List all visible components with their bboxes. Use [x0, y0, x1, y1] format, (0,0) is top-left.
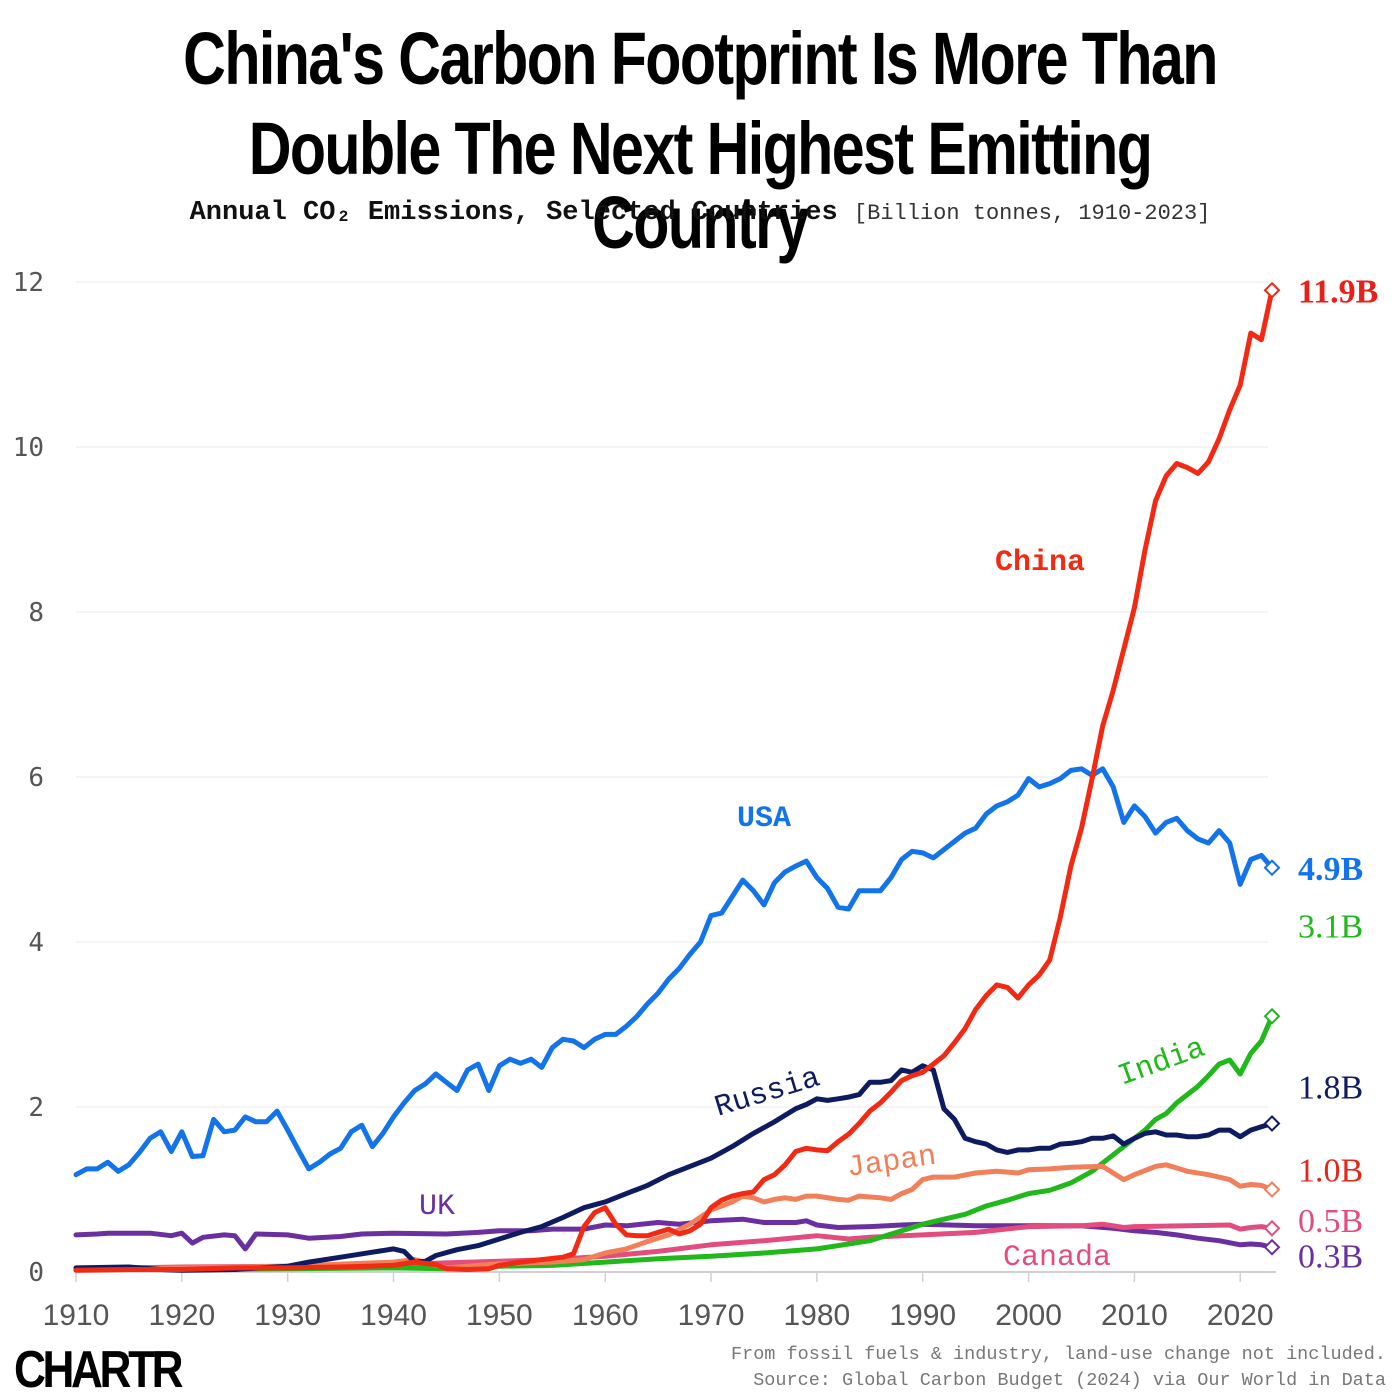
- series-label-india: India: [1114, 1032, 1210, 1095]
- footnote-scope: From fossil fuels & industry, land-use c…: [730, 1344, 1386, 1365]
- end-marker-canada: [1263, 1219, 1281, 1237]
- x-tick-label: 1910: [43, 1299, 110, 1332]
- x-tick-label: 1980: [784, 1299, 851, 1332]
- axes: 0 2 4 6 8 10 12 1910 1920 1930 1940 1950 1960 1970 198…: [13, 268, 1276, 1332]
- x-tick-label: 1970: [678, 1299, 745, 1332]
- x-tick-label: 1960: [572, 1299, 639, 1332]
- x-tick-label: 2000: [995, 1299, 1062, 1332]
- end-label-uk: 0.3B: [1298, 1239, 1363, 1276]
- x-tick-label: 1940: [360, 1299, 427, 1332]
- series-lines: [73, 287, 1275, 1273]
- footnote-source: Source: Global Carbon Budget (2024) via …: [753, 1370, 1386, 1391]
- y-tick-label: 0: [28, 1258, 44, 1288]
- subtitle-main: Annual CO₂ Emissions, Selected Countries: [189, 198, 838, 228]
- end-label-china: 11.9B: [1298, 273, 1378, 310]
- series-line-india: [73, 1013, 1275, 1272]
- y-tick-label: 10: [13, 433, 44, 463]
- end-label-usa: 4.9B: [1298, 851, 1363, 888]
- series-line-canada: [73, 1221, 1275, 1272]
- x-tick-label: 1920: [148, 1299, 215, 1332]
- series-line-japan: [73, 1162, 1275, 1272]
- series-line-uk: [73, 1216, 1275, 1252]
- end-marker-uk: [1263, 1238, 1281, 1256]
- end-label-japan: 1.0B: [1298, 1153, 1363, 1190]
- y-tick-label: 6: [28, 763, 44, 793]
- series-line-usa: [73, 766, 1275, 1178]
- title-line-1: China's Carbon Footprint Is More Than: [183, 17, 1218, 100]
- series-line-china: [73, 287, 1275, 1273]
- y-tick-label: 4: [28, 928, 44, 958]
- end-marker-russia: [1263, 1115, 1281, 1132]
- end-label-russia: 1.8B: [1298, 1069, 1363, 1106]
- series-label-uk: UK: [419, 1190, 455, 1224]
- y-tick-label: 2: [28, 1093, 44, 1123]
- x-tick-label: 2010: [1101, 1299, 1168, 1332]
- end-marker-japan: [1263, 1181, 1281, 1198]
- end-label-canada: 0.5B: [1298, 1203, 1363, 1240]
- subtitle-unit: [Billion tonnes, 1910-2023]: [853, 201, 1211, 226]
- end-marker-china: [1263, 281, 1281, 299]
- y-tick-label: 12: [13, 268, 44, 298]
- series-label-russia: Russia: [711, 1061, 824, 1125]
- chartr-logo: CHARTR: [14, 1341, 184, 1399]
- end-marker-india: [1263, 1007, 1281, 1025]
- y-tick-label: 8: [28, 598, 44, 628]
- subtitle: Annual CO₂ Emissions, Selected Countries…: [0, 198, 1400, 228]
- gridlines: [76, 281, 1268, 1108]
- end-label-india: 3.1B: [1298, 909, 1363, 946]
- x-tick-label: 1930: [254, 1299, 321, 1332]
- x-tick-label: 1950: [466, 1299, 533, 1332]
- end-marker-usa: [1263, 859, 1281, 877]
- series-label-usa: USA: [737, 802, 791, 836]
- series-label-canada: Canada: [1003, 1241, 1111, 1275]
- x-tick-label: 2020: [1207, 1299, 1274, 1332]
- title-line-2: Double The Next Highest Emitting Country: [248, 107, 1153, 264]
- series-labels: 4.9B 11.9B 3.1B 1.8B 1.0B 0.3B0.5B China USA Rus…: [419, 273, 1378, 1275]
- series-line-russia: [73, 1063, 1275, 1273]
- series-label-china: China: [995, 546, 1085, 580]
- end-markers: [1263, 281, 1281, 1256]
- x-tick-label: 1990: [889, 1299, 956, 1332]
